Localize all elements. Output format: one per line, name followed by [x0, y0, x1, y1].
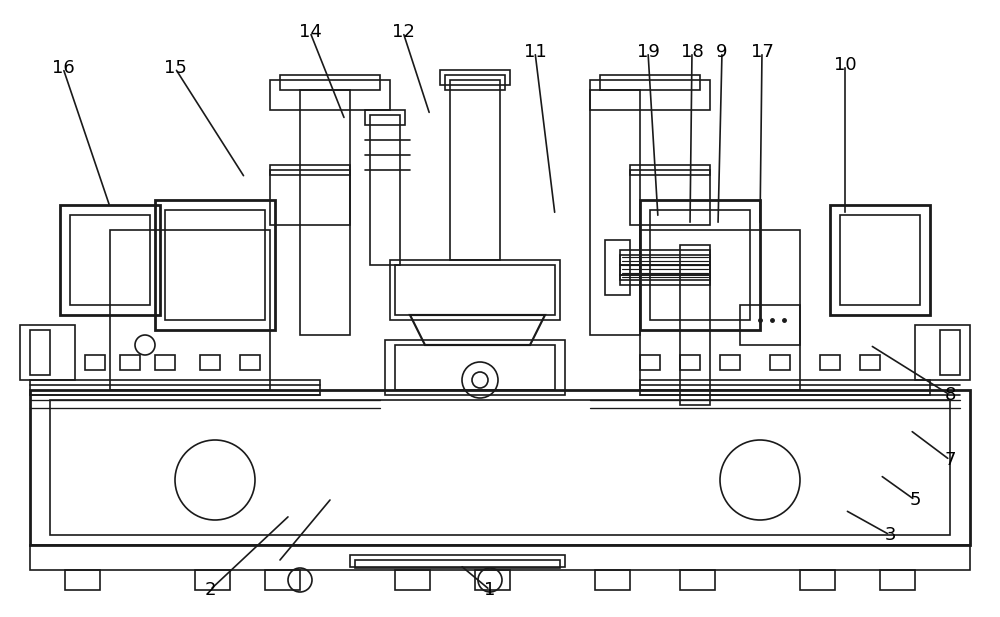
Bar: [940, 330, 960, 375]
Bar: [120, 355, 140, 370]
Bar: [600, 75, 700, 90]
Text: 7: 7: [944, 451, 956, 469]
Bar: [880, 570, 915, 590]
Bar: [840, 215, 920, 305]
Bar: [85, 355, 105, 370]
Bar: [820, 355, 840, 370]
Bar: [195, 570, 230, 590]
Text: 14: 14: [299, 23, 321, 41]
Bar: [240, 355, 260, 370]
Bar: [270, 165, 350, 175]
Bar: [445, 75, 505, 90]
Bar: [595, 570, 630, 590]
Bar: [30, 330, 50, 375]
Bar: [200, 355, 220, 370]
Bar: [475, 570, 510, 590]
Bar: [720, 355, 740, 370]
Bar: [680, 245, 710, 405]
Bar: [860, 355, 880, 370]
Bar: [265, 570, 300, 590]
Bar: [450, 80, 500, 260]
Text: 5: 5: [909, 491, 921, 509]
Bar: [370, 115, 400, 265]
Bar: [830, 205, 930, 315]
Bar: [390, 260, 560, 320]
Bar: [800, 570, 835, 590]
Text: 9: 9: [716, 43, 728, 61]
Bar: [620, 255, 710, 265]
Bar: [605, 240, 630, 295]
Bar: [640, 200, 760, 330]
Bar: [365, 110, 405, 125]
Bar: [620, 265, 710, 275]
Bar: [110, 230, 270, 390]
Text: 12: 12: [392, 23, 414, 41]
Bar: [440, 70, 510, 85]
Text: 17: 17: [751, 43, 773, 61]
Text: 8: 8: [944, 386, 956, 404]
Bar: [740, 305, 800, 345]
Text: 19: 19: [637, 43, 659, 61]
Bar: [630, 170, 710, 225]
Bar: [590, 80, 710, 110]
Text: 11: 11: [524, 43, 546, 61]
Bar: [620, 275, 710, 285]
Bar: [280, 75, 380, 90]
Bar: [395, 570, 430, 590]
Bar: [270, 80, 390, 110]
Bar: [770, 355, 790, 370]
Bar: [300, 90, 350, 335]
Bar: [395, 345, 555, 390]
Bar: [395, 265, 555, 315]
Bar: [355, 560, 560, 568]
Bar: [915, 325, 970, 380]
Text: 10: 10: [834, 56, 856, 74]
Bar: [30, 390, 970, 545]
Bar: [165, 210, 265, 320]
Text: 2: 2: [204, 581, 216, 599]
Bar: [640, 380, 930, 395]
Bar: [30, 545, 970, 570]
Bar: [350, 555, 565, 567]
Bar: [680, 355, 700, 370]
Bar: [640, 230, 800, 390]
Bar: [20, 325, 75, 380]
Text: 15: 15: [164, 59, 186, 77]
Bar: [620, 250, 710, 280]
Text: 18: 18: [681, 43, 703, 61]
Bar: [640, 355, 660, 370]
Bar: [590, 90, 640, 335]
Bar: [50, 400, 950, 535]
Bar: [270, 170, 350, 225]
Text: 1: 1: [484, 581, 496, 599]
Text: 3: 3: [884, 526, 896, 544]
Text: 16: 16: [52, 59, 74, 77]
Bar: [385, 340, 565, 395]
Bar: [60, 205, 160, 315]
Bar: [650, 210, 750, 320]
Bar: [30, 380, 320, 395]
Bar: [155, 355, 175, 370]
Bar: [65, 570, 100, 590]
Bar: [680, 570, 715, 590]
Bar: [70, 215, 150, 305]
Bar: [155, 200, 275, 330]
Bar: [630, 165, 710, 175]
